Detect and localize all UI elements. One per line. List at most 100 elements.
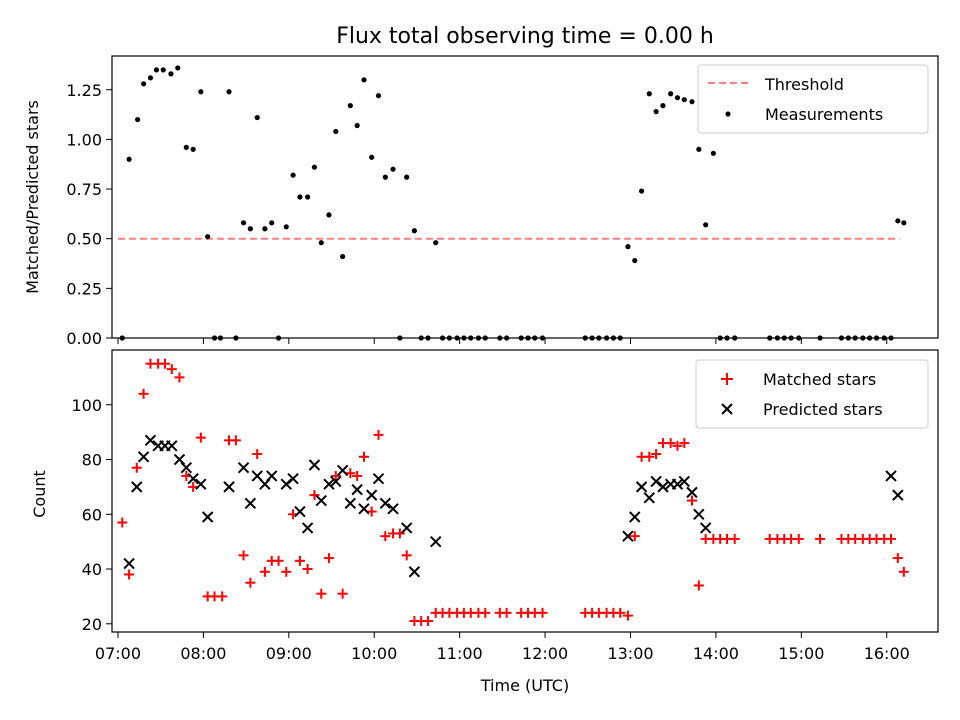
matched-stars-point	[159, 358, 170, 369]
measurement-point	[153, 67, 160, 73]
matched-stars-point	[323, 553, 334, 564]
ratio-legend-box	[697, 64, 929, 134]
predicted-stars-point	[635, 481, 648, 493]
ratio-legend: Threshold Measurements	[697, 64, 929, 134]
predicted-stars-point	[892, 489, 904, 501]
measurement-point	[617, 335, 623, 341]
predicted-stars-point	[131, 481, 143, 493]
measurement-point	[340, 253, 346, 260]
matched-stars-point	[401, 550, 412, 561]
measurement-point	[668, 91, 674, 97]
measurement-point	[326, 212, 332, 218]
measurement-point	[475, 335, 482, 341]
measurement-point	[653, 109, 659, 115]
matched-stars-point	[345, 468, 356, 479]
count-legend: Matched stars Predicted stars	[695, 359, 929, 429]
ratio-x-ticks	[117, 338, 888, 344]
measurement-point	[198, 89, 204, 95]
measurement-point	[710, 150, 716, 156]
predicted-stars-point	[387, 503, 399, 515]
measurement-point	[297, 194, 303, 200]
x-tick-label: 13:00	[607, 644, 653, 663]
matched-stars-point	[693, 580, 704, 591]
count-legend-box	[695, 359, 929, 429]
measurement-point	[596, 335, 602, 341]
measurement-point	[333, 128, 339, 135]
measurement-point	[439, 335, 446, 341]
x-tick-label: 15:00	[778, 644, 824, 663]
matched-stars-point	[380, 531, 391, 542]
matched-stars-point	[124, 569, 135, 580]
predicted-stars-point	[351, 483, 363, 496]
predicted-stars-point	[244, 497, 257, 510]
predicted-stars-point	[430, 535, 442, 548]
matched-stars-point	[898, 566, 909, 577]
measurement-point	[852, 335, 858, 341]
measurement-point	[689, 99, 695, 105]
predicted-stars-point	[223, 481, 235, 493]
ratio-y-tick-label: 0.50	[66, 230, 102, 249]
measurement-point	[290, 172, 296, 178]
predicted-stars-point	[237, 462, 250, 474]
measurement-point	[504, 335, 510, 341]
matched-stars-point	[195, 432, 206, 443]
measurement-point	[168, 71, 174, 77]
matched-stars-point	[309, 490, 320, 501]
x-tick-label: 07:00	[95, 644, 141, 663]
measurement-point	[347, 103, 353, 109]
ratio-y-ticks: 0.00 0.25 0.50 0.75 1.00 1.25	[66, 81, 112, 348]
measurement-point	[703, 222, 709, 228]
predicted-stars-point	[315, 494, 327, 507]
ratio-panel: Matched/Predicted stars 0.00 0.25 0.50 0.75…	[23, 55, 939, 348]
predicted-stars-point	[885, 470, 897, 482]
measurement-point	[262, 226, 268, 232]
measurement-point	[845, 335, 851, 341]
measurement-point	[817, 335, 823, 341]
count-y-ticks: 20 40 60 80 100	[71, 396, 112, 634]
matched-stars-point	[138, 388, 149, 399]
predicted-stars-point	[323, 478, 335, 490]
measurement-point	[497, 335, 503, 341]
measurement-point	[838, 335, 845, 341]
matched-stars-point	[188, 481, 199, 492]
measurement-point	[217, 335, 224, 341]
matched-stars-point	[281, 566, 292, 577]
predicted-stars-point	[400, 522, 413, 534]
measurement-point	[532, 335, 538, 341]
measurement-point	[646, 91, 652, 97]
predicted-stars-point	[686, 486, 698, 499]
predicted-stars-point	[699, 522, 712, 534]
measurement-point	[361, 77, 367, 83]
predicted-stars-point	[372, 472, 385, 485]
matched-stars-point	[686, 495, 697, 506]
predicted-stars-point	[629, 511, 641, 523]
predicted-stars-point	[358, 503, 370, 515]
matched-stars-point	[330, 470, 341, 481]
x-tick-label: 08:00	[180, 644, 226, 663]
ratio-y-axis-label: Matched/Predicted stars	[23, 100, 42, 294]
measurement-point	[525, 335, 531, 341]
measurement-point	[681, 97, 687, 103]
predicted-stars-point	[678, 475, 691, 488]
x-tick-label: 12:00	[522, 644, 568, 663]
matched-stars-point	[793, 533, 804, 544]
matched-stars-point	[316, 588, 327, 599]
measurement-point	[411, 228, 417, 234]
measurement-point	[425, 335, 431, 341]
measurement-point	[311, 164, 318, 170]
measurement-point	[226, 89, 232, 95]
matched-stars-point	[166, 364, 177, 375]
matched-stars-point	[230, 435, 241, 446]
ratio-y-tick-label: 0.00	[66, 329, 102, 348]
measurement-point	[318, 240, 324, 246]
measurement-point	[625, 244, 631, 250]
matched-stars-point	[302, 564, 313, 575]
count-y-tick-label: 100	[71, 396, 102, 415]
matched-stars-point	[480, 607, 491, 618]
chart-title: Flux total observing time = 0.00 h	[336, 24, 714, 49]
measurement-point	[674, 95, 681, 101]
measurement-point	[119, 335, 125, 341]
predicted-stars-point	[336, 464, 349, 477]
measurement-point	[147, 75, 154, 81]
